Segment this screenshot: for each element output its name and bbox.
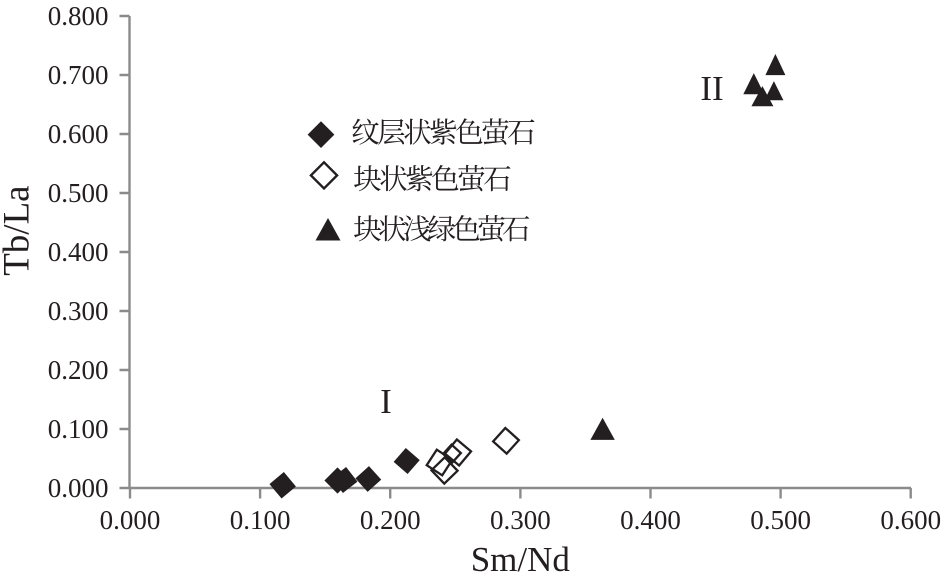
svg-text:0.000: 0.000	[100, 505, 161, 535]
svg-text:0.300: 0.300	[490, 505, 551, 535]
svg-text:Sm/Nd: Sm/Nd	[471, 540, 571, 574]
svg-text:0.400: 0.400	[620, 505, 681, 535]
svg-text:0.000: 0.000	[48, 473, 109, 503]
svg-text:0.500: 0.500	[750, 505, 811, 535]
svg-text:0.100: 0.100	[230, 505, 291, 535]
svg-text:0.400: 0.400	[48, 237, 109, 267]
svg-text:0.600: 0.600	[880, 505, 941, 535]
svg-text:0.200: 0.200	[48, 355, 109, 385]
svg-text:0.800: 0.800	[48, 1, 109, 31]
svg-text:0.200: 0.200	[360, 505, 421, 535]
svg-text:I: I	[380, 382, 392, 421]
svg-text:0.500: 0.500	[48, 178, 109, 208]
svg-text:Tb/La: Tb/La	[0, 185, 38, 275]
svg-text:0.300: 0.300	[48, 296, 109, 326]
svg-text:0.600: 0.600	[48, 119, 109, 149]
svg-text:0.700: 0.700	[48, 60, 109, 90]
svg-text:0.100: 0.100	[48, 414, 109, 444]
svg-text:II: II	[700, 69, 723, 108]
